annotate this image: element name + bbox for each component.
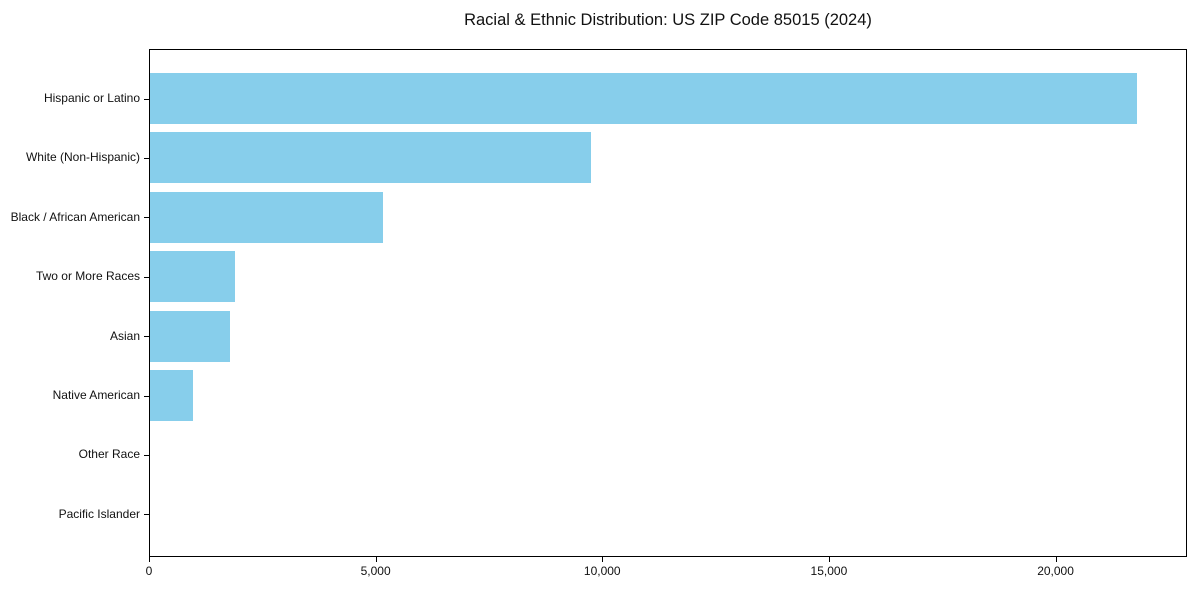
x-axis-tick [828,557,830,562]
y-axis-label-pacific-islander: Pacific Islander [58,506,140,521]
y-axis-label-native-american: Native American [52,388,140,402]
bar-native-american [149,370,193,421]
x-axis-tick [149,557,150,562]
bar-other-race [149,429,151,481]
y-axis-label-other-race: Other Race [78,447,140,462]
x-axis-tick [602,557,604,562]
bar-white-non-hispanic [149,132,591,184]
chart-title: Racial & Ethnic Distribution: US ZIP Cod… [464,11,872,29]
x-axis-label-20-000: 20,000 [1037,564,1074,578]
y-axis-label-asian: Asian [109,328,140,343]
x-axis-label-0: 0 [145,564,153,578]
y-axis-label-hispanic-or-latino: Hispanic or Latino [43,91,140,105]
y-axis-label-two-or-more-races: Two or More Races [35,269,140,284]
x-axis-label-15-000: 15,000 [810,564,848,578]
bar-hispanic-or-latino [149,73,1138,124]
y-axis-label-black-african-american: Black / African American [10,209,140,224]
bar-asian [149,310,230,362]
x-axis-tick [375,557,377,562]
bar-black-african-american [149,191,384,243]
y-axis-tick [144,395,149,397]
plot-area [149,49,1187,557]
x-axis-label-5-000: 5,000 [360,564,391,578]
x-axis-tick [1055,557,1057,562]
y-axis-tick [144,454,149,456]
y-axis-label-white-non-hispanic: White (Non-Hispanic) [25,150,140,165]
y-axis-tick [144,276,149,278]
bar-two-or-more-races [149,251,235,303]
y-axis-tick [144,514,149,516]
y-axis-tick [144,157,149,159]
y-axis-tick [144,98,149,100]
x-axis-label-10-000: 10,000 [583,564,621,578]
y-axis-tick [144,217,149,219]
y-axis-tick [144,336,149,338]
